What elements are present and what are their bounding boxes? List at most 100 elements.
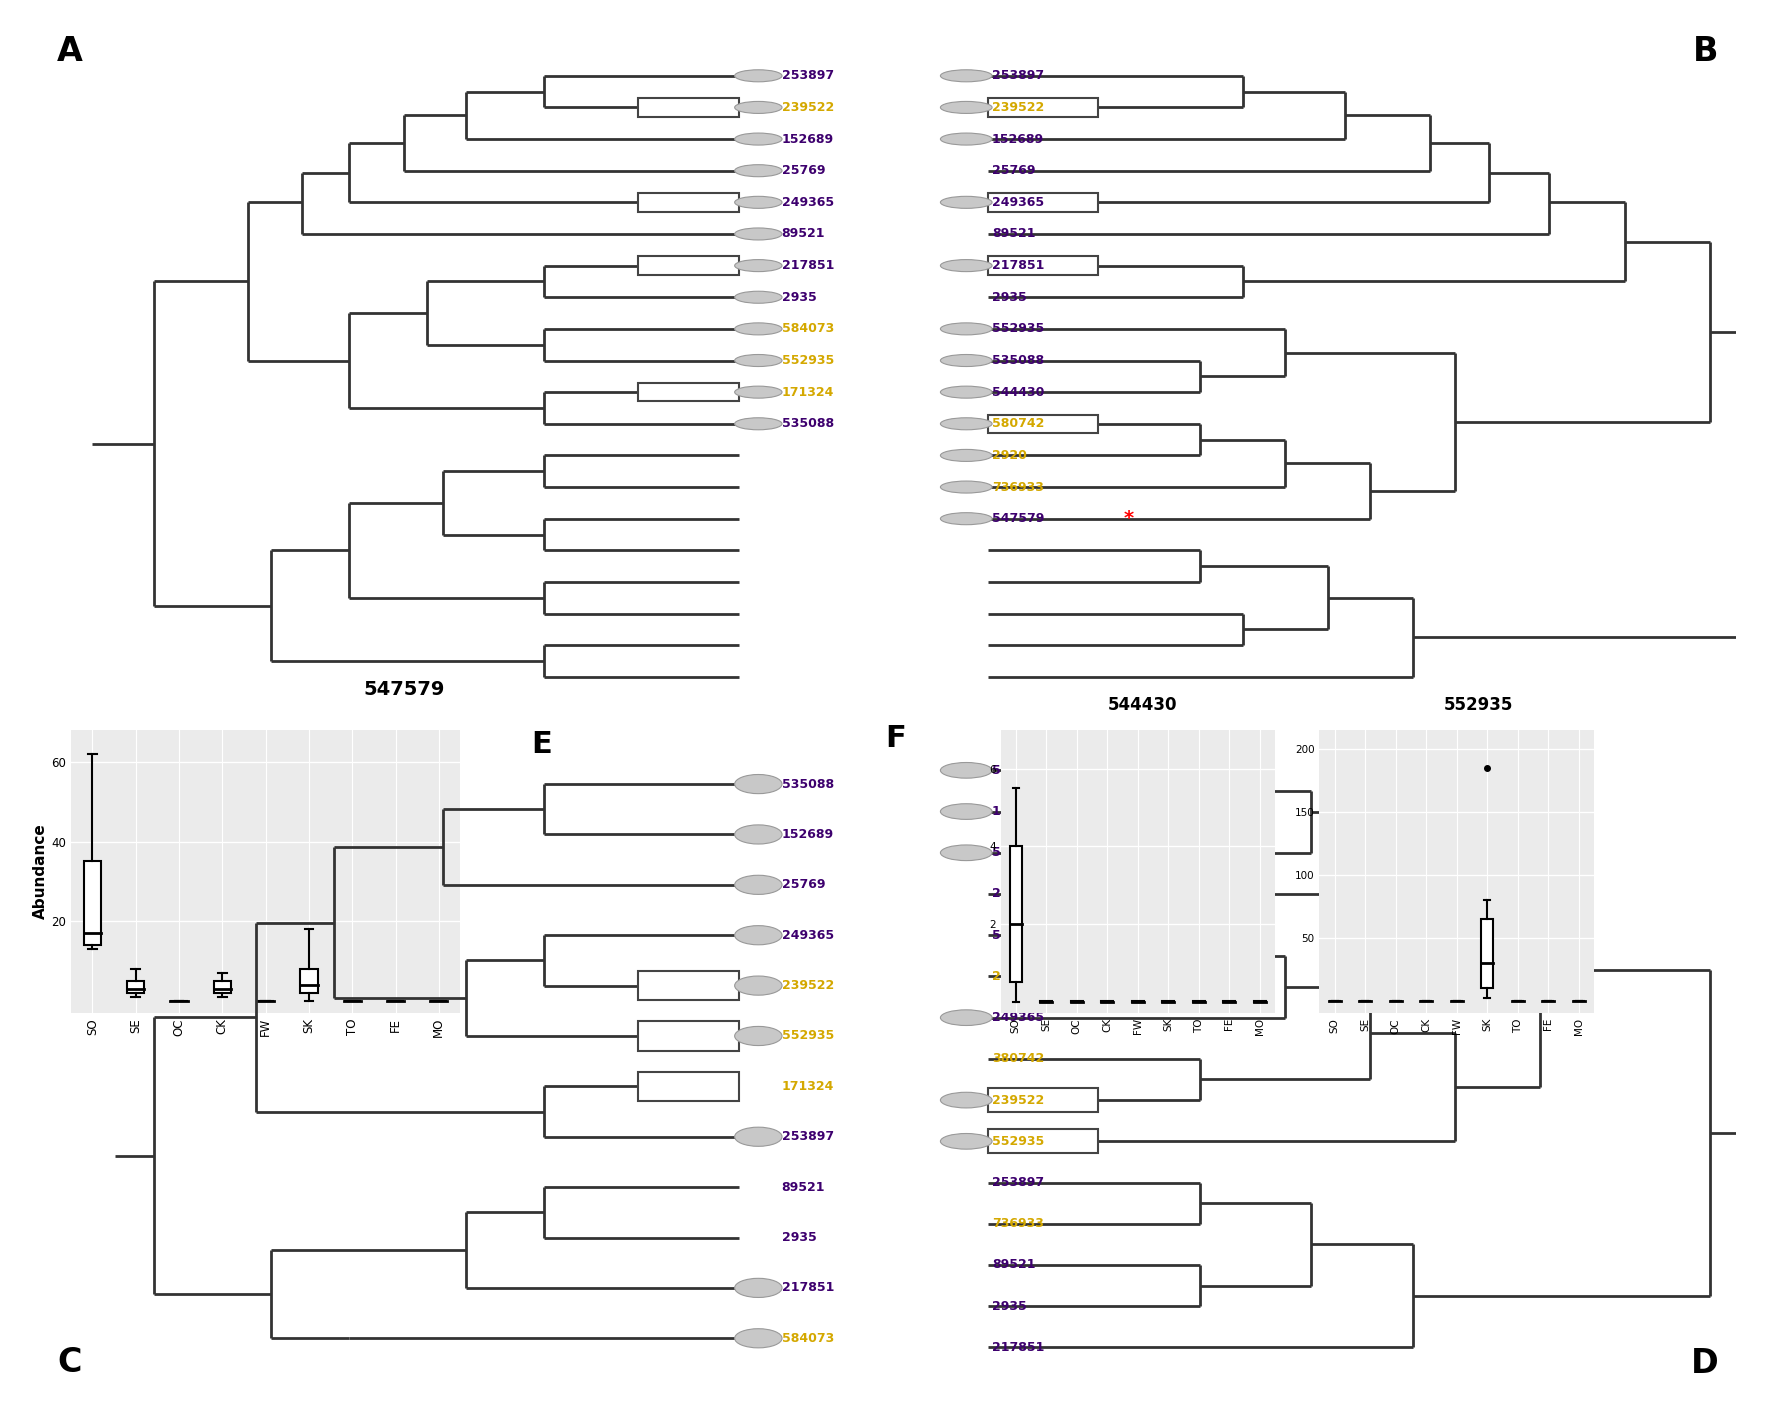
Bar — [638, 193, 739, 211]
Text: 580742: 580742 — [992, 417, 1045, 431]
Ellipse shape — [735, 228, 783, 239]
Text: 547579: 547579 — [992, 512, 1045, 526]
Text: 552935: 552935 — [781, 1030, 834, 1043]
Bar — [638, 383, 739, 401]
Text: 2935: 2935 — [781, 1231, 816, 1244]
Text: 544430: 544430 — [992, 928, 1045, 942]
Ellipse shape — [940, 803, 992, 819]
Text: 552935: 552935 — [1443, 696, 1514, 714]
Text: F: F — [886, 724, 907, 752]
Text: 217851: 217851 — [781, 259, 834, 272]
Ellipse shape — [940, 133, 992, 145]
Bar — [988, 193, 1098, 211]
Ellipse shape — [940, 449, 992, 462]
Bar — [988, 1088, 1098, 1112]
Text: 25769: 25769 — [781, 879, 825, 891]
Ellipse shape — [940, 354, 992, 367]
Ellipse shape — [735, 418, 783, 429]
Y-axis label: Abundance: Abundance — [34, 823, 48, 920]
Ellipse shape — [735, 292, 783, 303]
Ellipse shape — [940, 418, 992, 429]
Text: 253897: 253897 — [781, 1131, 834, 1144]
Text: 535088: 535088 — [992, 764, 1043, 777]
Text: *: * — [1123, 843, 1133, 863]
Text: B: B — [1693, 34, 1718, 68]
Ellipse shape — [735, 164, 783, 177]
Ellipse shape — [940, 259, 992, 272]
Text: E: E — [531, 730, 553, 758]
Text: 2935: 2935 — [992, 290, 1027, 303]
Bar — [301, 969, 317, 993]
Text: 25769: 25769 — [781, 164, 825, 177]
Text: 544430: 544430 — [992, 385, 1045, 398]
Bar — [638, 1071, 739, 1101]
Ellipse shape — [940, 102, 992, 113]
Text: 2935: 2935 — [781, 290, 816, 303]
Ellipse shape — [735, 354, 783, 367]
Bar — [638, 256, 739, 275]
Text: 217851: 217851 — [992, 1340, 1045, 1353]
Text: 2920: 2920 — [992, 449, 1027, 462]
Text: 253897: 253897 — [992, 69, 1043, 82]
Ellipse shape — [735, 876, 783, 894]
Ellipse shape — [940, 1134, 992, 1149]
Bar — [83, 862, 101, 945]
Text: 152689: 152689 — [992, 805, 1043, 818]
Text: 535088: 535088 — [992, 354, 1043, 367]
Text: *: * — [1123, 509, 1133, 529]
Ellipse shape — [940, 480, 992, 493]
Ellipse shape — [940, 1093, 992, 1108]
Text: 89521: 89521 — [781, 1180, 825, 1193]
Text: 253897: 253897 — [781, 69, 834, 82]
Bar — [214, 981, 230, 993]
Ellipse shape — [735, 1329, 783, 1348]
Text: 171324: 171324 — [781, 1080, 834, 1093]
Bar — [638, 971, 739, 1000]
Text: C: C — [57, 1346, 81, 1379]
Text: 2935: 2935 — [992, 1299, 1027, 1312]
Text: 25769: 25769 — [992, 887, 1036, 900]
Bar — [638, 98, 739, 116]
Text: 736933: 736933 — [992, 1217, 1043, 1230]
Text: 2920: 2920 — [992, 971, 1027, 983]
Text: 584073: 584073 — [781, 1332, 834, 1345]
Ellipse shape — [735, 925, 783, 945]
Text: 152689: 152689 — [781, 828, 834, 840]
Text: D: D — [1691, 1348, 1718, 1380]
Text: 552935: 552935 — [781, 354, 834, 367]
Bar — [988, 415, 1098, 434]
Ellipse shape — [940, 1010, 992, 1026]
Text: 249365: 249365 — [992, 196, 1043, 208]
Ellipse shape — [735, 775, 783, 794]
Text: 89521: 89521 — [992, 228, 1036, 241]
Text: 239522: 239522 — [992, 101, 1045, 113]
Ellipse shape — [940, 845, 992, 860]
Text: 544430: 544430 — [1107, 696, 1178, 714]
Ellipse shape — [735, 133, 783, 145]
Text: 152689: 152689 — [992, 133, 1043, 146]
Text: 547579: 547579 — [992, 846, 1045, 859]
Bar — [128, 981, 145, 993]
Text: 249365: 249365 — [992, 1012, 1043, 1024]
Text: 152689: 152689 — [781, 133, 834, 146]
Text: 217851: 217851 — [992, 259, 1045, 272]
Text: 25769: 25769 — [992, 164, 1036, 177]
Ellipse shape — [735, 976, 783, 995]
Text: 171324: 171324 — [781, 385, 834, 398]
Ellipse shape — [940, 513, 992, 524]
Text: 552935: 552935 — [992, 323, 1045, 336]
Text: 736933: 736933 — [992, 480, 1043, 493]
Text: 89521: 89521 — [992, 1258, 1036, 1271]
Text: 249365: 249365 — [781, 928, 834, 942]
Ellipse shape — [940, 197, 992, 208]
Ellipse shape — [735, 1026, 783, 1046]
Ellipse shape — [735, 259, 783, 272]
Ellipse shape — [735, 1127, 783, 1146]
Text: 380742: 380742 — [992, 1053, 1045, 1066]
Ellipse shape — [735, 197, 783, 208]
Text: 547579: 547579 — [363, 680, 445, 699]
Ellipse shape — [735, 69, 783, 82]
Text: 253897: 253897 — [992, 1176, 1043, 1189]
Text: 89521: 89521 — [781, 228, 825, 241]
Text: 239522: 239522 — [781, 979, 834, 992]
